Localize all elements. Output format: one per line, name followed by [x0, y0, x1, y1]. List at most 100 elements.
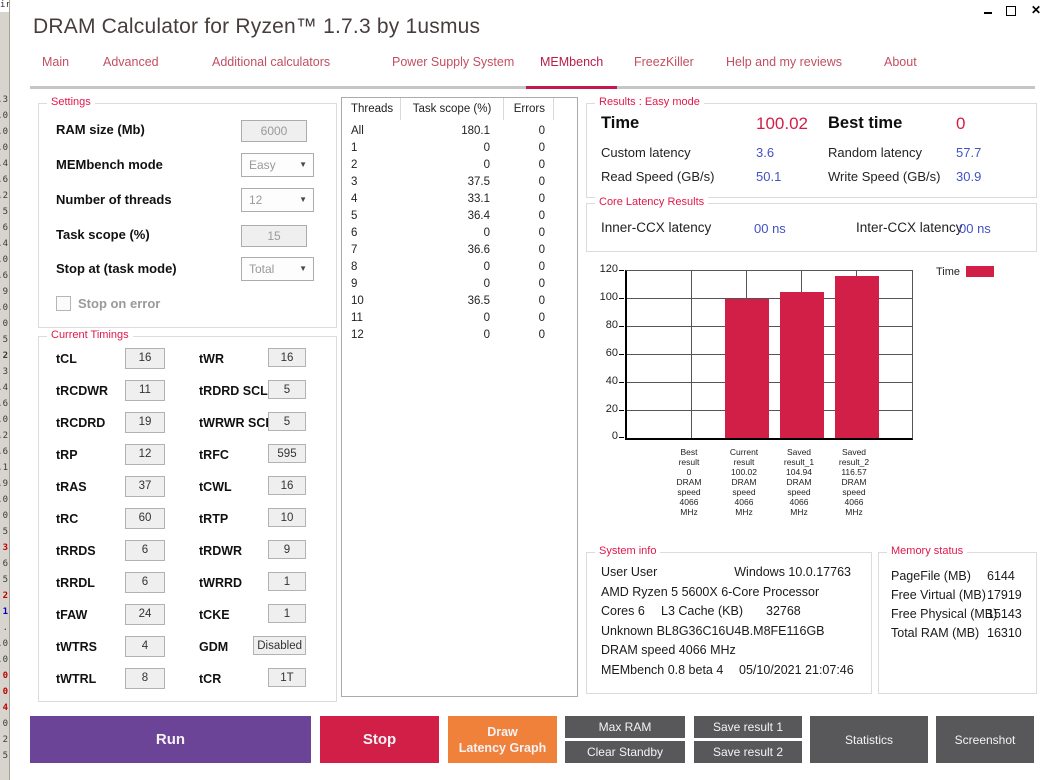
table-row[interactable]: 10 36.5 0 [351, 295, 545, 307]
close-icon[interactable]: ✕ [1030, 3, 1042, 17]
y-axis-tick: 100 [599, 291, 618, 303]
dimm-model: Unknown BL8G36C16U4B.M8FE116GB [601, 624, 825, 638]
timing-label: tCR [199, 672, 222, 686]
timing-value-box[interactable]: 37 [125, 476, 165, 497]
timing-value-box[interactable]: 5 [268, 412, 306, 431]
timing-value-box[interactable]: 8 [125, 668, 165, 689]
timing-value-box[interactable]: Disabled [253, 636, 306, 655]
timing-value-box[interactable]: 595 [268, 444, 306, 463]
timing-value-box[interactable]: 5 [268, 380, 306, 399]
system-info-groupbox: System info User User Windows 10.0.17763… [586, 545, 872, 694]
legend-color-swatch [966, 266, 995, 277]
table-row[interactable]: 11 0 0 [351, 312, 545, 324]
chart-bar-saved-result-1 [780, 292, 824, 438]
tab-additional-calculators[interactable]: Additional calculators [212, 55, 331, 69]
save-result-2-button[interactable]: Save result 2 [694, 741, 802, 763]
timing-label: tCWL [199, 480, 232, 494]
best-time-value: 0 [956, 114, 966, 133]
x-axis-label-best-result: Best result 0 DRAM speed 4066 MHz [676, 447, 702, 517]
core-latency-groupbox: Core Latency Results Inner-CCX latency 0… [586, 196, 1037, 252]
timing-label: tRP [56, 448, 78, 462]
background-window-digit: 5 [2, 207, 8, 217]
minimize-icon[interactable] [980, 3, 996, 17]
cores-count: Cores 6 [601, 604, 645, 618]
ram-size-input[interactable]: 6000 [241, 120, 307, 142]
timing-value-box[interactable]: 10 [268, 508, 306, 527]
tab-help[interactable]: Help and my reviews [726, 55, 843, 69]
membench-mode-select[interactable]: Easy ▼ [241, 153, 314, 177]
os-version: Windows 10.0.17763 [734, 565, 851, 579]
timing-value-box[interactable]: 24 [125, 604, 165, 625]
inter-ccx-value: 00 ns [959, 221, 991, 236]
table-row[interactable]: 12 0 0 [351, 329, 545, 341]
background-window-digit: 9 [2, 287, 8, 297]
timing-value-box[interactable]: 16 [268, 348, 306, 367]
benchmark-datetime: 05/10/2021 21:07:46 [739, 663, 854, 677]
timing-value-box[interactable]: 1T [268, 668, 306, 687]
table-row[interactable]: 4 33.1 0 [351, 193, 545, 205]
stop-at-select[interactable]: Total ▼ [241, 257, 314, 281]
inner-ccx-value: 00 ns [754, 221, 786, 236]
timing-value-box[interactable]: 60 [125, 508, 165, 529]
tab-membench[interactable]: MEMbench [540, 55, 604, 69]
tab-about[interactable]: About [884, 55, 917, 69]
stop-button[interactable]: Stop [320, 716, 439, 763]
timing-value-box[interactable]: 11 [125, 380, 165, 401]
column-header-threads[interactable]: Threads [342, 98, 401, 120]
table-row[interactable]: 3 37.5 0 [351, 176, 545, 188]
tab-advanced[interactable]: Advanced [103, 55, 159, 69]
column-header-errors[interactable]: Errors [504, 98, 554, 120]
tab-freezkiller[interactable]: FreezKiller [634, 55, 694, 69]
timing-label: tRRDL [56, 576, 95, 590]
tab-main[interactable]: Main [42, 55, 70, 69]
stop-on-error-checkbox[interactable] [56, 296, 71, 311]
screenshot-button[interactable]: Screenshot [936, 716, 1034, 763]
task-scope-label: Task scope (%) [56, 227, 150, 242]
timing-value-box[interactable]: 4 [125, 636, 165, 657]
background-window-digit: 5 [2, 527, 8, 537]
time-label: Time [601, 114, 640, 132]
table-row[interactable]: 7 36.6 0 [351, 244, 545, 256]
timing-value-box[interactable]: 16 [268, 476, 306, 495]
number-of-threads-select[interactable]: 12 ▼ [241, 188, 314, 212]
clear-standby-button[interactable]: Clear Standby [565, 741, 685, 763]
user-name: User User [601, 565, 658, 579]
table-row[interactable]: All 180.1 0 [351, 125, 545, 137]
timing-value-box[interactable]: 12 [125, 444, 165, 465]
save-result-1-button[interactable]: Save result 1 [694, 716, 802, 738]
timing-value-box[interactable]: 1 [268, 604, 306, 623]
maximize-icon[interactable] [1003, 3, 1019, 17]
timing-value-box[interactable]: 16 [125, 348, 165, 369]
draw-latency-graph-button[interactable]: Draw Latency Graph [448, 716, 557, 763]
background-window-digit: .2 [0, 191, 8, 201]
run-button[interactable]: Run [30, 716, 311, 763]
max-ram-button[interactable]: Max RAM [565, 716, 685, 738]
statistics-button[interactable]: Statistics [810, 716, 928, 763]
table-row[interactable]: 5 36.4 0 [351, 210, 545, 222]
task-scope-input[interactable]: 15 [241, 225, 307, 247]
chart-bar-saved-result-2 [835, 276, 879, 438]
timing-value-box[interactable]: 9 [268, 540, 306, 559]
timing-value-box[interactable]: 1 [268, 572, 306, 591]
tab-power-supply-system[interactable]: Power Supply System [392, 55, 515, 69]
custom-latency-value: 3.6 [756, 145, 775, 160]
pagefile-label: PageFile (MB) [891, 569, 971, 583]
background-window-digit: 2 [2, 591, 8, 601]
timing-value-box[interactable]: 6 [125, 540, 165, 561]
background-window-digit: .0 [0, 255, 8, 265]
background-window-digit: .6 [0, 175, 8, 185]
memory-status-groupbox: Memory status PageFile (MB) 6144 Free Vi… [878, 545, 1037, 694]
timing-value-box[interactable]: 19 [125, 412, 165, 433]
background-window-digit: .0 [0, 639, 8, 649]
timing-value-box[interactable]: 6 [125, 572, 165, 593]
ram-size-label: RAM size (Mb) [56, 122, 145, 137]
background-window-digit: 6 [2, 223, 8, 233]
column-header-task-scope[interactable]: Task scope (%) [401, 98, 504, 120]
time-value: 100.02 [756, 114, 808, 133]
y-axis-tick: 0 [611, 430, 618, 442]
